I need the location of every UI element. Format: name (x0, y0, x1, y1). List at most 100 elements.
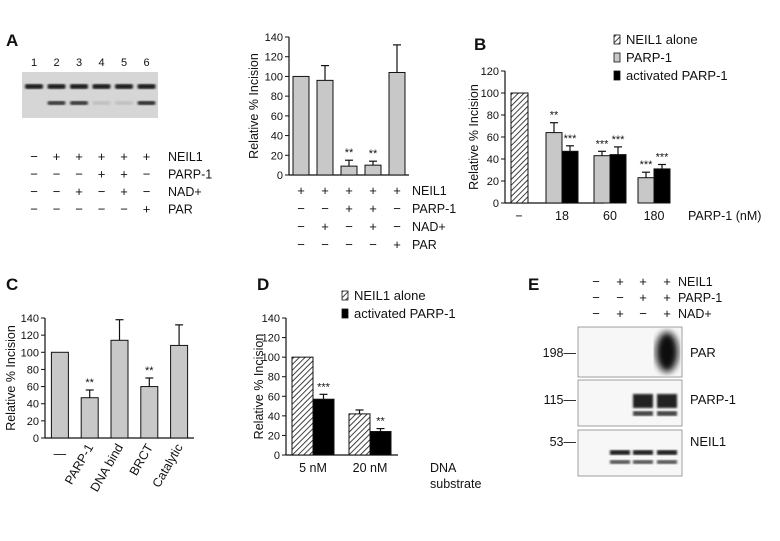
panel-d-legend-swatch (341, 308, 349, 319)
blot-condition-label: NAD+ (678, 307, 712, 321)
panel-label-c: C (6, 275, 18, 294)
panel-a-y-axis-label: Relative % Incision (247, 53, 261, 159)
panel-a-condition-sign: + (393, 183, 401, 198)
gel-condition-sign: − (143, 167, 151, 182)
panel-d-y-tick-label: 80 (268, 372, 280, 384)
panel-d-x-tick-label: 20 nM (353, 461, 388, 475)
panel-d-bar (291, 356, 314, 456)
blot-marker-label: 115— (544, 393, 577, 407)
panel-label-b: B (474, 35, 486, 54)
gel-lane-number: 3 (76, 57, 82, 69)
panel-b-y-tick-label: 40 (487, 154, 499, 166)
gel-product-band (115, 101, 133, 105)
panel-b-y-tick-label: 100 (481, 88, 499, 100)
panel-a-condition-sign: + (321, 219, 329, 234)
panel-b-legend-label: NEIL1 alone (626, 32, 698, 47)
blot-label: NEIL1 (690, 434, 726, 449)
panel-c-bar (170, 344, 189, 439)
panel-b-bar (561, 150, 579, 204)
panel-b-x-tick-label: − (515, 209, 522, 223)
panel-d-legend-label: NEIL1 alone (354, 288, 426, 303)
panel-b-y-tick-label: 0 (493, 198, 499, 210)
panel-a-condition-sign: − (345, 219, 353, 234)
panel-b-significance: *** (656, 152, 670, 164)
panel-b-y-tick-label: 80 (487, 110, 499, 122)
panel-c-y-axis-label: Relative % Incision (4, 325, 18, 431)
panel-d-y-axis-label: Relative % Incision (252, 334, 266, 440)
panel-a-condition-sign: + (369, 219, 377, 234)
panel-d-y-tick-label: 20 (268, 430, 280, 442)
panel-b-significance: *** (640, 159, 654, 171)
panel-c-y-tick-label: 100 (21, 347, 39, 359)
panel-label-e: E (528, 275, 539, 294)
panel-d-bar (369, 431, 392, 456)
parp1-band-lower (657, 411, 677, 416)
gel-lane (25, 84, 43, 89)
blot-condition-sign: + (616, 306, 624, 321)
gel-lane-number: 6 (143, 57, 149, 69)
parp1-band-lower (633, 411, 653, 416)
gel-product-band (47, 101, 66, 105)
blot-condition-sign: + (639, 290, 647, 305)
gel-product-band (92, 101, 111, 105)
panel-a-condition-sign: − (297, 237, 305, 252)
gel-condition-sign: + (120, 184, 128, 199)
gel-condition-sign: + (143, 202, 151, 217)
blot-condition-sign: − (639, 306, 647, 321)
panel-b-x-tick-label: 60 (603, 209, 617, 223)
panel-d-legend-swatch (341, 290, 349, 301)
blot-condition-sign: + (639, 274, 647, 289)
panel-a-condition-sign: − (345, 237, 353, 252)
gel-condition-sign: − (120, 202, 128, 217)
neil1-band-lower (657, 460, 677, 464)
panel-b-significance: *** (612, 134, 626, 146)
panel-b-bar (545, 132, 563, 204)
panel-a-condition-label: PAR (412, 238, 437, 252)
gel-condition-sign: − (30, 167, 38, 182)
gel-condition-sign: − (75, 167, 83, 182)
panel-d-legend-label: activated PARP-1 (354, 306, 456, 321)
blot-condition-sign: − (592, 306, 600, 321)
blot-condition-label: PARP-1 (678, 291, 722, 305)
gel-condition-sign: − (75, 202, 83, 217)
panel-b-legend-swatch (613, 34, 621, 45)
panel-b-legend-label: activated PARP-1 (626, 68, 728, 83)
gel-condition-label: NEIL1 (168, 150, 203, 164)
panel-b-legend-swatch (613, 52, 621, 63)
panel-a-condition-sign: + (321, 183, 329, 198)
gel-condition-sign: + (53, 149, 61, 164)
panel-b-x-axis-label: PARP-1 (nM) (688, 209, 761, 223)
panel-c-y-tick-label: 140 (21, 313, 39, 325)
gel-substrate-band (70, 84, 88, 89)
gel-condition-sign: + (98, 167, 106, 182)
panel-a-condition-label: NEIL1 (412, 184, 447, 198)
neil1-band (657, 450, 677, 455)
panel-b-y-tick-label: 60 (487, 132, 499, 144)
panel-b-bar (637, 177, 655, 204)
panel-c-y-tick-label: 60 (27, 382, 39, 394)
gel-condition-sign: + (98, 149, 106, 164)
gel-condition-sign: + (143, 149, 151, 164)
gel-condition-sign: + (120, 149, 128, 164)
panel-a-y-tick-label: 80 (271, 91, 283, 103)
blot-condition-sign: + (663, 274, 671, 289)
panel-c-significance: ** (85, 377, 94, 389)
gel-condition-sign: + (75, 184, 83, 199)
panel-a-chart: 0 20 40 60 80 100 120 140 Relative % Incision ** *… (247, 32, 456, 252)
panel-d-y-tick-label: 40 (268, 411, 280, 423)
panel-d-bar (348, 413, 371, 456)
parp1-band (657, 394, 677, 408)
panel-d-significance: ** (376, 416, 385, 428)
panel-a-condition-label: PARP-1 (412, 202, 456, 216)
panel-c-y-tick-label: 0 (33, 433, 39, 445)
panel-b-y-tick-label: 20 (487, 176, 499, 188)
panel-a-condition-sign: + (345, 201, 353, 216)
panel-a-y-tick-label: 100 (265, 71, 283, 83)
panel-c-bar (140, 386, 159, 439)
panel-a-y-tick-label: 120 (265, 52, 283, 64)
